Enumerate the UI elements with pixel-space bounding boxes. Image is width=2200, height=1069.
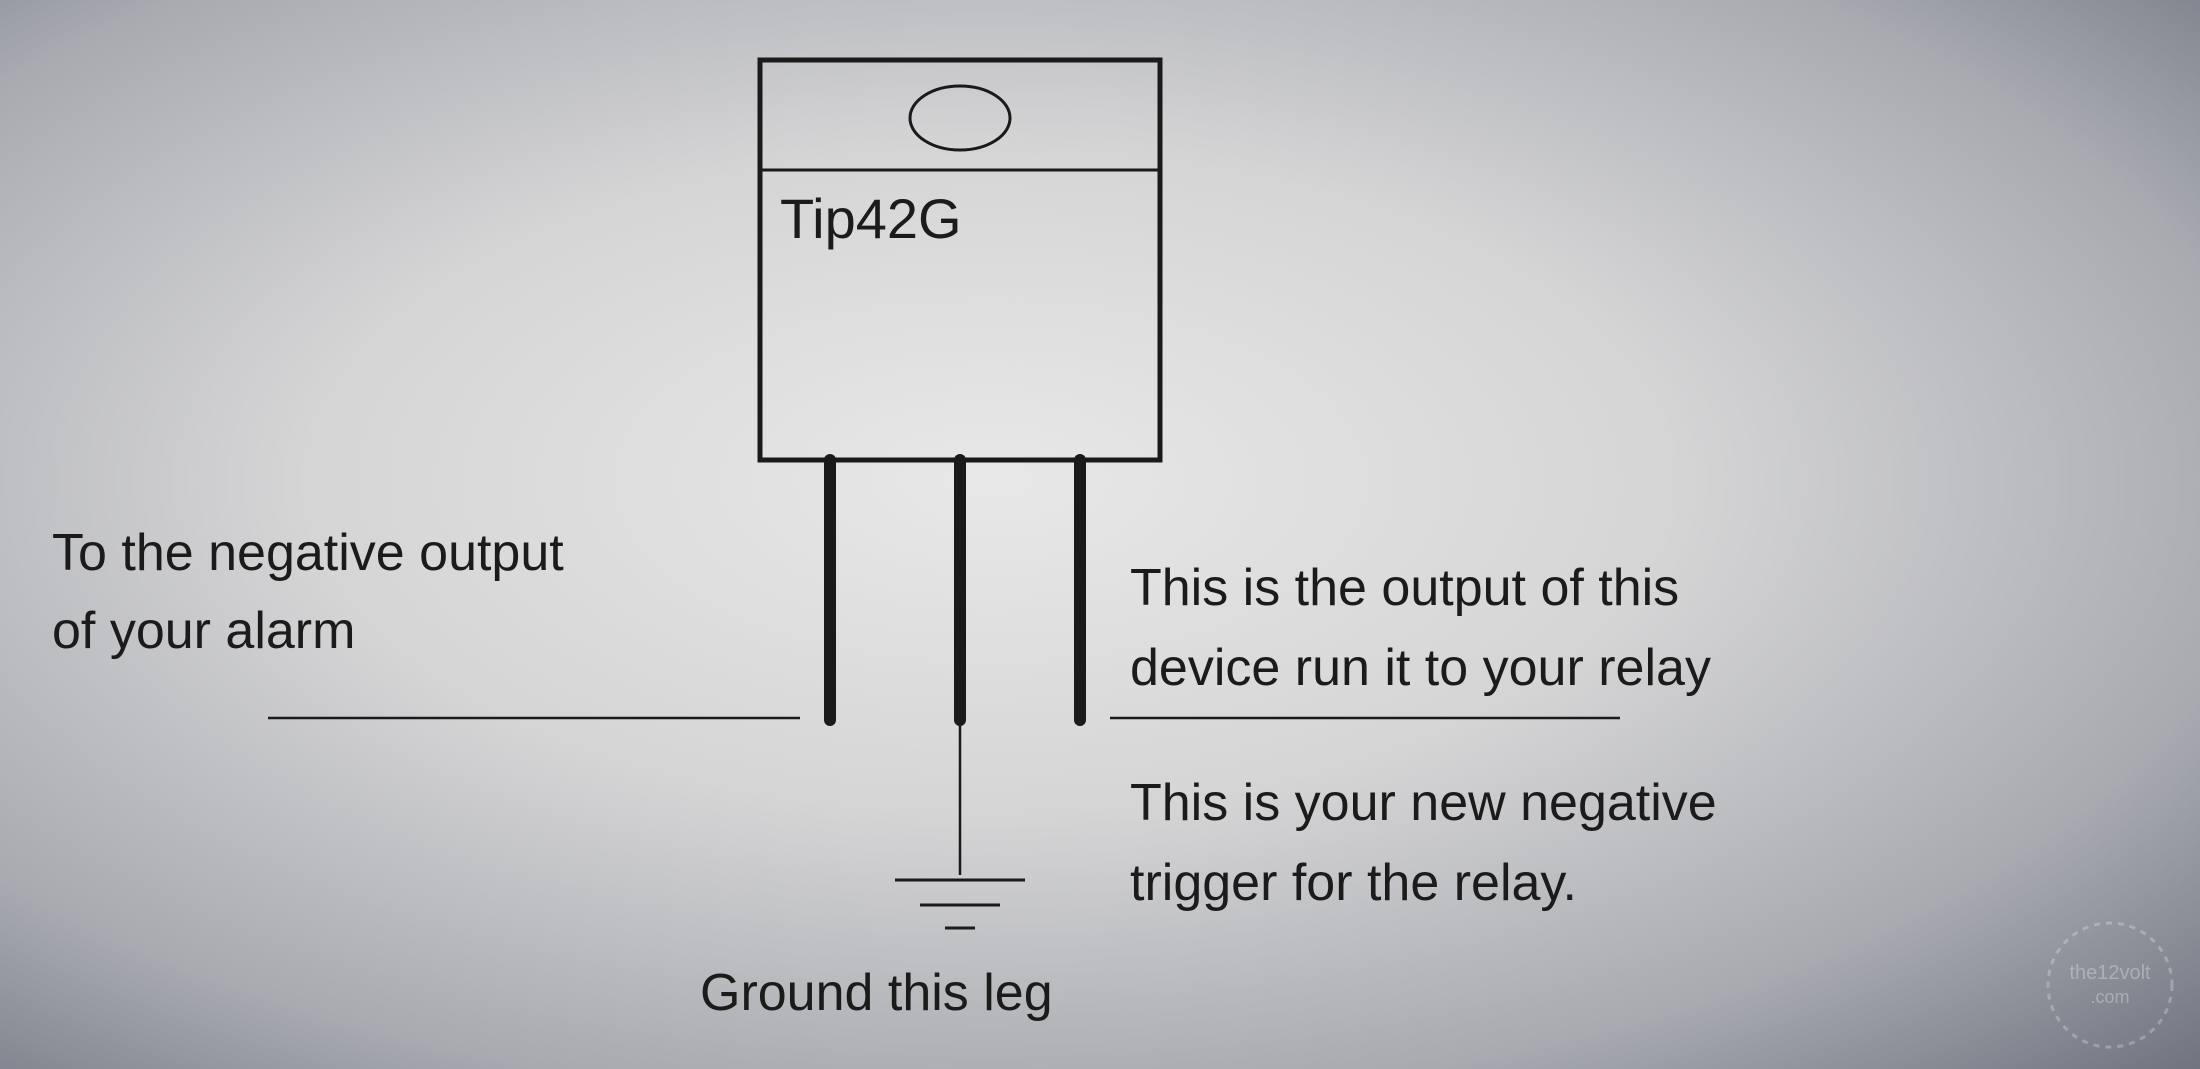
- transistor-body: [760, 60, 1160, 460]
- right-label-line3: This is your new negative: [1130, 774, 1717, 832]
- diagram-svg: Tip42G To the negative output of your alar…: [0, 0, 2200, 1069]
- ground-label: Ground this leg: [700, 964, 1053, 1022]
- watermark-text-1: the12volt: [2069, 962, 2151, 984]
- watermark-ring-icon: [2048, 923, 2172, 1047]
- watermark-text-2: .com: [2090, 987, 2129, 1007]
- left-label-line2: of your alarm: [52, 602, 355, 660]
- part-label: Tip42G: [780, 187, 962, 250]
- right-label-line1: This is the output of this: [1130, 559, 1679, 617]
- left-label-line1: To the negative output: [52, 524, 564, 582]
- right-label-line4: trigger for the relay.: [1130, 854, 1577, 912]
- right-label-line2: device run it to your relay: [1130, 639, 1711, 697]
- mounting-hole-icon: [910, 86, 1010, 150]
